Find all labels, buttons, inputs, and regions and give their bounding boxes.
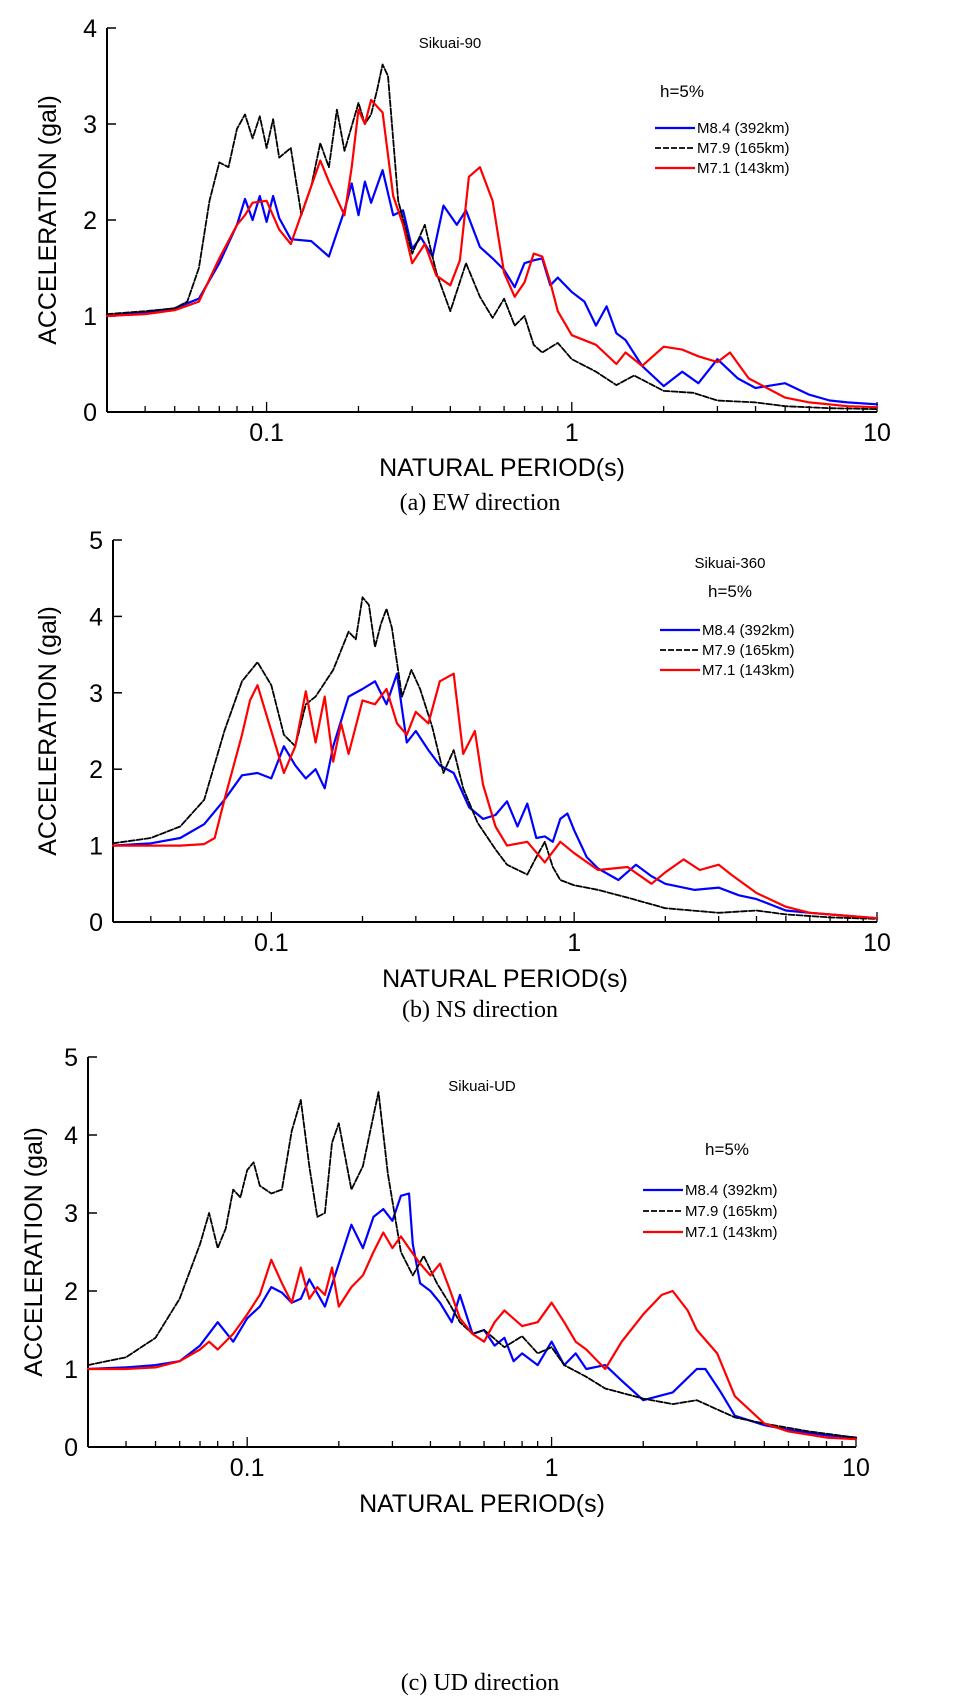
- y-axis-title: ACCELERATION (gal): [34, 95, 62, 345]
- chart-panel-b: 0 1 2 3 4 5 0.1 1 10 NATURAL PERIOD(s) ACCELERATIO…: [34, 527, 891, 1023]
- y-tick-label: 4: [83, 15, 97, 43]
- x-tick-label: 1: [565, 419, 579, 447]
- series-line-2: [106, 63, 878, 410]
- series-line-1: [111, 672, 879, 920]
- y-tick-label: 5: [89, 527, 103, 555]
- y-tick-label: 0: [83, 399, 97, 427]
- panel-caption: (a) EW direction: [400, 490, 561, 516]
- x-axis-title: NATURAL PERIOD(s): [379, 454, 625, 482]
- panel-title: Sikuai-90: [419, 35, 482, 52]
- y-tick-label: 0: [89, 909, 103, 937]
- y-tick-label: 1: [83, 303, 97, 331]
- series-line-2: [112, 596, 878, 920]
- legend-label: M8.4 (392km): [685, 1182, 778, 1199]
- legend-label: M7.1 (143km): [685, 1224, 778, 1241]
- panel-title: Sikuai-360: [695, 555, 766, 572]
- x-tick-label: 0.1: [249, 419, 284, 447]
- x-tick-label: 10: [863, 929, 891, 957]
- y-tick-label: 3: [64, 1200, 78, 1228]
- x-axis-title: NATURAL PERIOD(s): [382, 965, 628, 993]
- legend-label: M7.9 (165km): [697, 140, 790, 157]
- damping-label: h=5%: [705, 1140, 749, 1159]
- y-tick-label: 4: [89, 603, 103, 631]
- x-axis-title: NATURAL PERIOD(s): [359, 1490, 605, 1518]
- x-tick-label: 1: [567, 929, 581, 957]
- y-tick-label: 2: [89, 756, 103, 784]
- series-line-3: [111, 672, 879, 920]
- series-line-2: [87, 1091, 857, 1439]
- legend-label: M7.1 (143km): [697, 160, 790, 177]
- y-tick-label: 5: [64, 1044, 78, 1072]
- y-tick-label: 1: [89, 833, 103, 861]
- series-line-1: [86, 1192, 858, 1439]
- x-tick-label: 0.1: [230, 1454, 265, 1482]
- legend-label: M7.9 (165km): [685, 1203, 778, 1220]
- chart-panel-a: 0 1 2 3 4 0.1 1 10 NATURAL PERIOD(s) ACCELERATION…: [34, 15, 891, 516]
- panel-caption: (b) NS direction: [402, 997, 558, 1023]
- y-tick-label: 1: [64, 1356, 78, 1384]
- y-tick-label: 2: [64, 1278, 78, 1306]
- series-line-1: [105, 169, 879, 406]
- panel-title: Sikuai-UD: [448, 1078, 516, 1095]
- chart-panel-c: 0 1 2 3 4 5 0.1 1 10 NATURAL PERIOD(s) ACCELERATIO…: [20, 1044, 870, 1696]
- y-axis-title: ACCELERATION (gal): [20, 1127, 48, 1377]
- x-tick-label: 10: [842, 1454, 870, 1482]
- y-tick-label: 0: [64, 1434, 78, 1462]
- panel-caption: (c) UD direction: [401, 1670, 560, 1696]
- damping-label: h=5%: [660, 82, 704, 101]
- legend-label: M8.4 (392km): [702, 622, 795, 639]
- x-tick-label: 0.1: [254, 929, 289, 957]
- y-axis-title: ACCELERATION (gal): [34, 606, 62, 856]
- series-line-3: [105, 98, 879, 409]
- y-tick-label: 2: [83, 207, 97, 235]
- damping-label: h=5%: [708, 582, 752, 601]
- legend-label: M7.9 (165km): [702, 642, 795, 659]
- y-tick-label: 3: [89, 680, 103, 708]
- legend-label: M7.1 (143km): [702, 662, 795, 679]
- series-line-3: [86, 1231, 858, 1441]
- x-tick-label: 1: [545, 1454, 559, 1482]
- legend-label: M8.4 (392km): [697, 120, 790, 137]
- y-tick-label: 4: [64, 1122, 78, 1150]
- x-tick-label: 10: [863, 419, 891, 447]
- y-tick-label: 3: [83, 111, 97, 139]
